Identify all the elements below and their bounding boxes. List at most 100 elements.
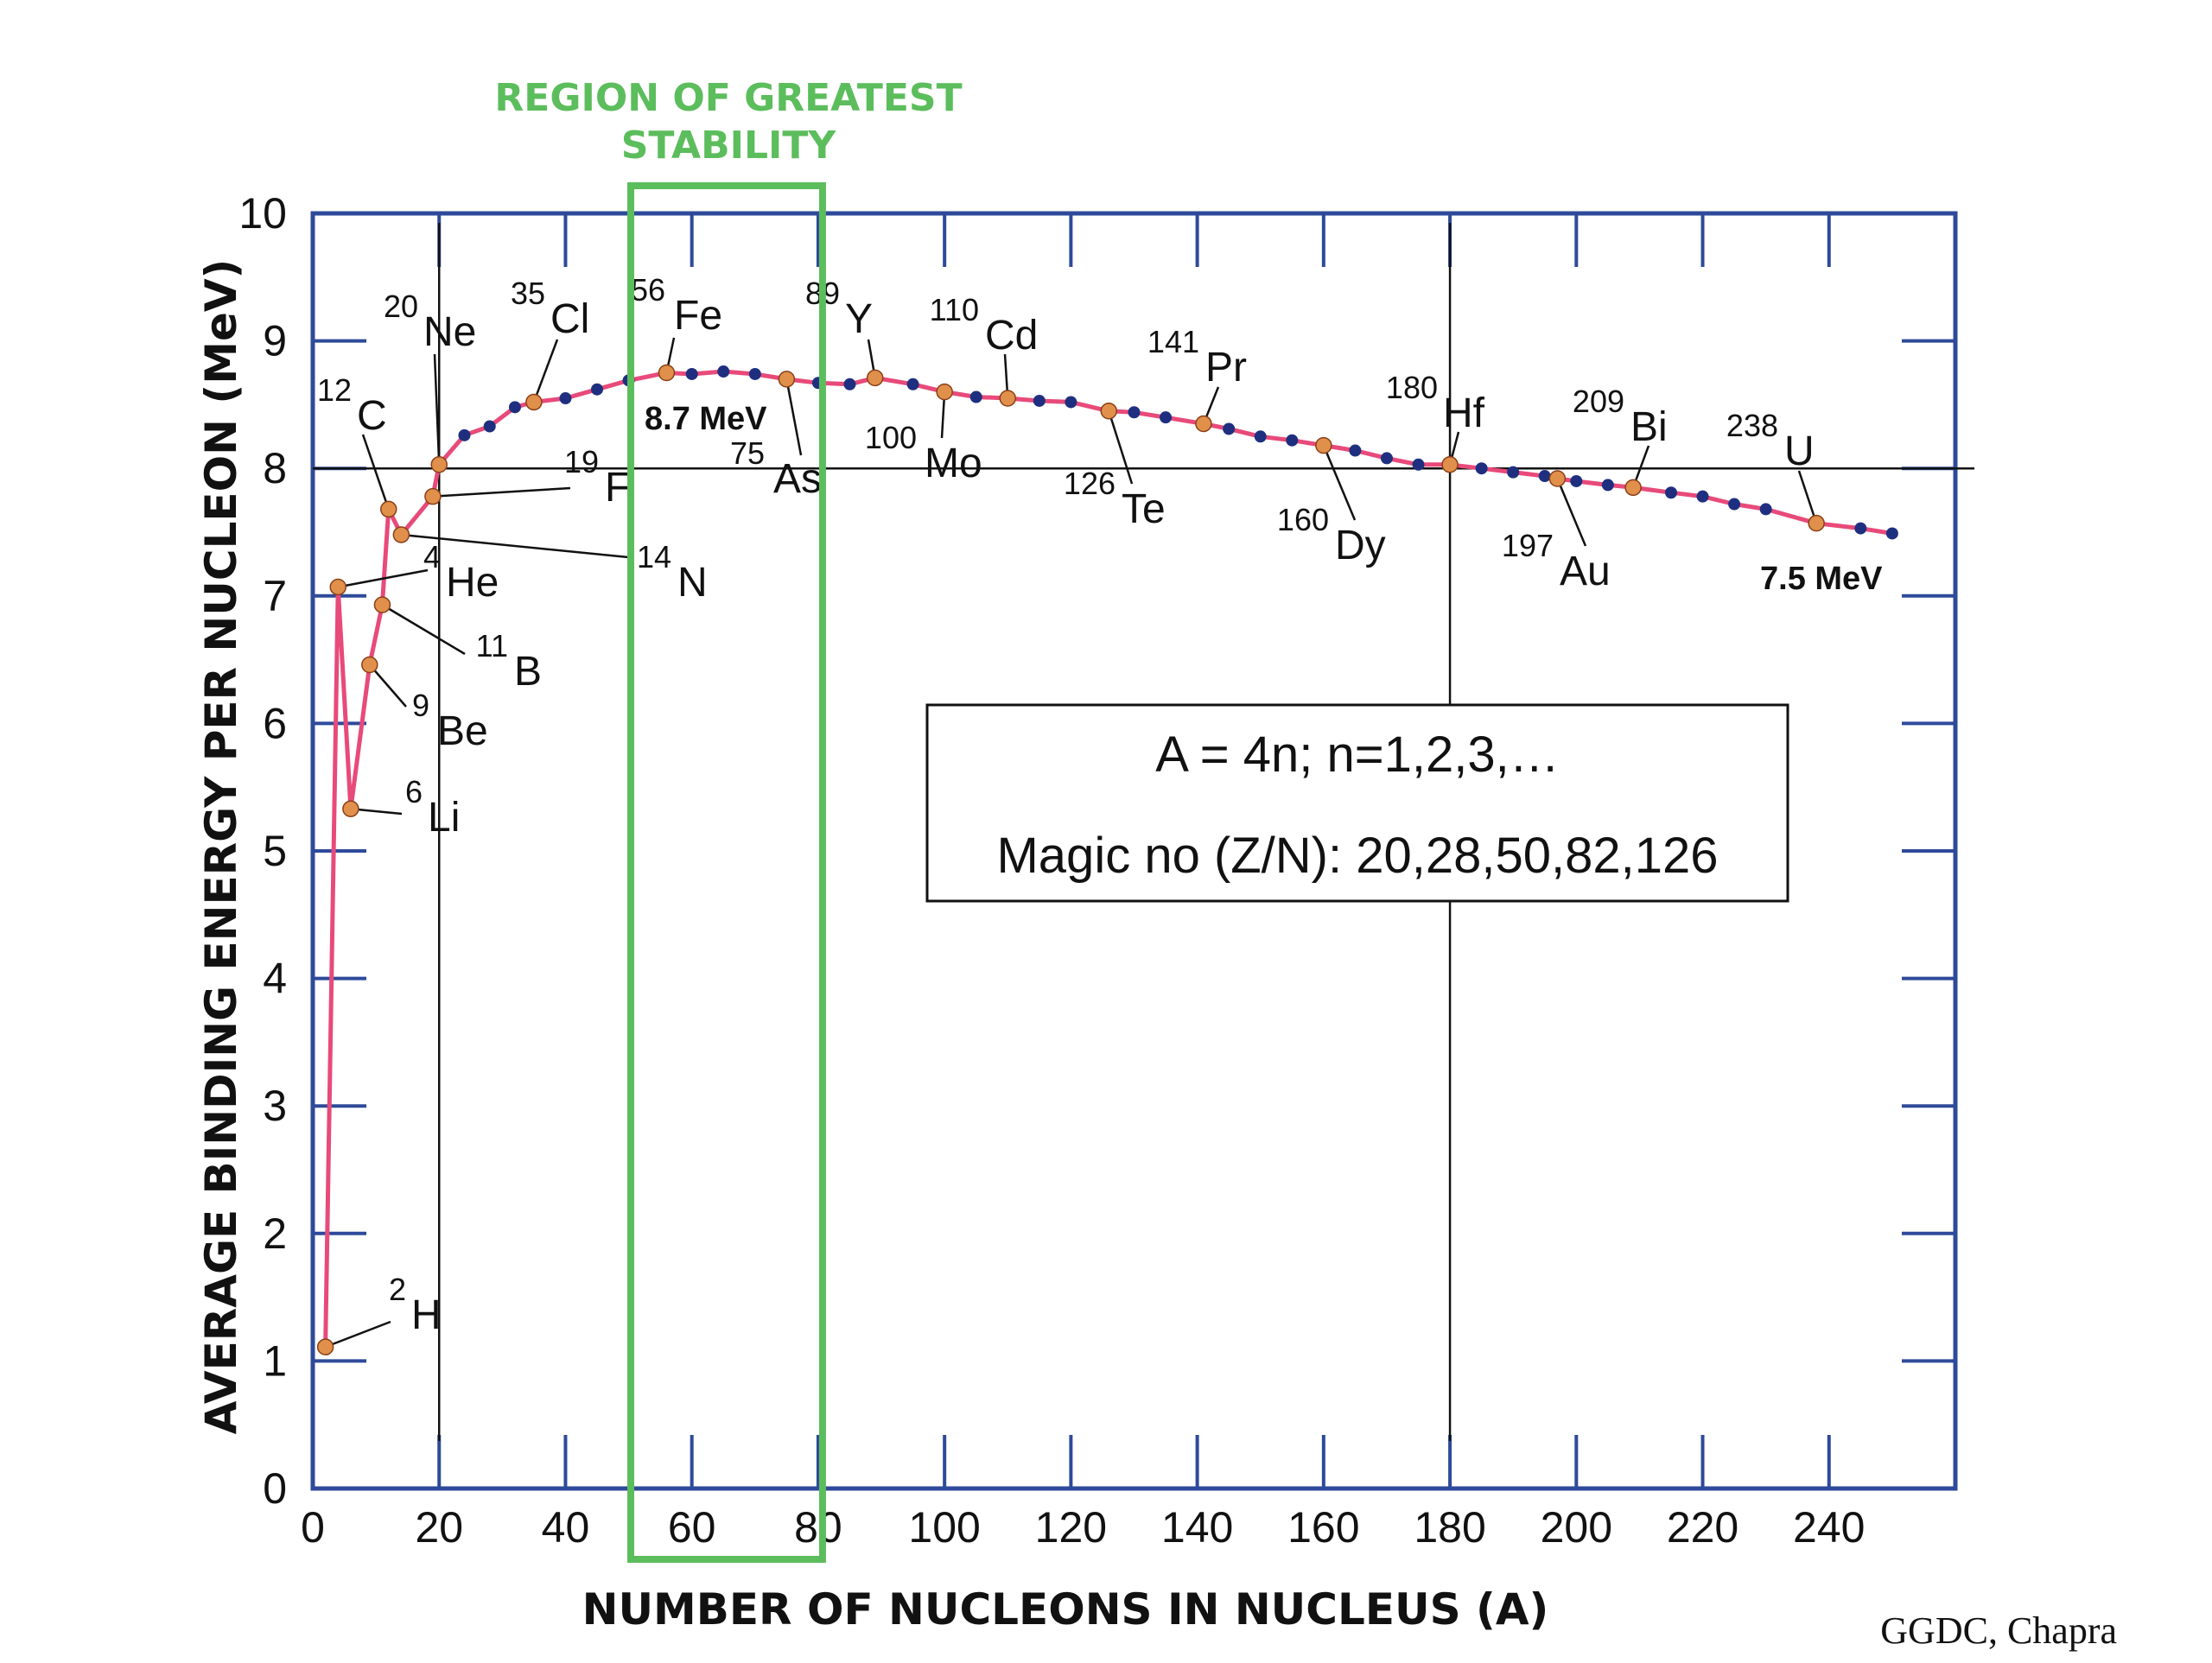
leader-line-be (368, 663, 407, 708)
data-point (969, 390, 982, 403)
leader-line-he (338, 568, 429, 588)
mass-number-au: 197 (1502, 528, 1554, 563)
data-point (508, 401, 521, 414)
highlighted-point-ne (430, 456, 448, 473)
highlighted-point-li (342, 800, 359, 818)
element-symbol-be: Be (437, 708, 488, 754)
region-title-line-2: STABILITY (621, 124, 837, 168)
data-point (1160, 411, 1173, 424)
data-point (748, 367, 761, 380)
y-axis-title: AVERAGE BINDING ENERGY PER NUCLEON (MeV) (196, 259, 246, 1435)
data-point (1475, 462, 1488, 475)
highlighted-point-pr (1195, 415, 1212, 433)
element-symbol-as: As (773, 456, 822, 502)
note-box (925, 703, 1789, 903)
mass-number-ne: 20 (384, 289, 418, 324)
data-point (1570, 474, 1583, 487)
mass-number-li: 6 (405, 774, 423, 809)
data-point (483, 420, 496, 433)
stability-region-layer (627, 182, 826, 1563)
highlighted-point-as (778, 371, 796, 388)
highlighted-point-u (1808, 514, 1825, 532)
highlighted-point-au (1548, 470, 1567, 487)
data-point (1349, 444, 1362, 457)
x-tick-label: 180 (1414, 1503, 1485, 1552)
highlighted-point-bi (1624, 479, 1642, 497)
data-point (559, 392, 572, 405)
leader-line-te (1108, 410, 1134, 485)
y-tick-label: 10 (238, 189, 287, 238)
mass-number-n: 14 (637, 539, 671, 574)
element-symbol-mo: Mo (925, 441, 982, 486)
data-point (591, 383, 604, 396)
region-title-line-1: REGION OF GREATEST (494, 76, 962, 120)
x-tick-label: 20 (415, 1503, 463, 1552)
leader-line-c (361, 434, 390, 510)
data-point (906, 378, 919, 390)
element-symbol-y: Y (845, 296, 873, 342)
highlighted-point-n (392, 526, 410, 543)
data-point (1254, 430, 1267, 443)
y-tick-label: 7 (263, 572, 287, 620)
highlighted-point-h (316, 1338, 334, 1355)
leader-line-cl (532, 339, 559, 403)
x-tick-label: 80 (794, 1503, 842, 1552)
highlighted-point-b (373, 596, 391, 613)
data-point (1601, 479, 1614, 492)
y-tick-label: 3 (263, 1082, 287, 1130)
element-symbol-u: U (1784, 428, 1815, 474)
element-symbol-h: H (411, 1292, 442, 1338)
y-tick-label: 6 (263, 699, 287, 747)
element-symbol-cl: Cl (550, 296, 589, 342)
y-tick-label: 1 (263, 1336, 287, 1385)
x-axis-title: NUMBER OF NUCLEONS IN NUCLEUS (A) (582, 1584, 1549, 1634)
element-symbol-te: Te (1122, 486, 1166, 532)
highlighted-point-y (866, 369, 884, 387)
element-symbol-dy: Dy (1335, 523, 1386, 568)
highlighted-point-te (1100, 403, 1118, 420)
data-point (1728, 498, 1741, 511)
y-tick-label: 2 (263, 1209, 287, 1258)
y-tick-label: 4 (263, 955, 287, 1003)
element-symbol-li: Li (428, 795, 460, 841)
data-point (1885, 527, 1898, 540)
x-tick-label: 0 (301, 1503, 325, 1552)
element-symbol-ne: Ne (423, 309, 476, 355)
data-point (843, 378, 856, 390)
fe-energy-label: 8.7 MeV (645, 401, 767, 437)
data-point (1696, 490, 1709, 503)
stability-region-box (627, 182, 826, 1563)
leader-line-b (381, 604, 466, 656)
mass-number-b: 11 (476, 628, 508, 663)
element-symbol-fe: Fe (674, 293, 722, 339)
data-point (717, 365, 730, 378)
x-tick-label: 140 (1161, 1503, 1233, 1552)
x-tick-label: 160 (1287, 1503, 1359, 1552)
element-symbol-cd: Cd (985, 313, 1038, 359)
data-point (1538, 470, 1551, 483)
highlighted-point-fe (658, 364, 676, 382)
leader-line-u (1797, 470, 1818, 524)
element-symbol-c: C (357, 393, 387, 439)
x-tick-label: 240 (1793, 1503, 1865, 1552)
x-tick-label: 60 (668, 1503, 716, 1552)
data-point (1412, 458, 1425, 471)
mass-number-be: 9 (412, 688, 429, 723)
data-point (1223, 422, 1236, 435)
data-point (1664, 486, 1677, 499)
mass-number-cl: 35 (511, 276, 545, 311)
y-tick-label: 8 (263, 444, 287, 492)
data-point (1380, 452, 1393, 465)
y-tick-label: 5 (263, 827, 287, 875)
leader-line-dy (1322, 445, 1357, 521)
x-tick-label: 120 (1035, 1503, 1107, 1552)
highlighted-point-be (361, 656, 378, 674)
highlighted-point-cl (525, 393, 543, 411)
mass-number-mo: 100 (865, 420, 917, 455)
highlighted-point-dy (1315, 436, 1332, 454)
y-tick-label: 9 (263, 317, 287, 365)
highlighted-point-f (424, 487, 442, 505)
mass-number-cd: 110 (930, 292, 979, 327)
